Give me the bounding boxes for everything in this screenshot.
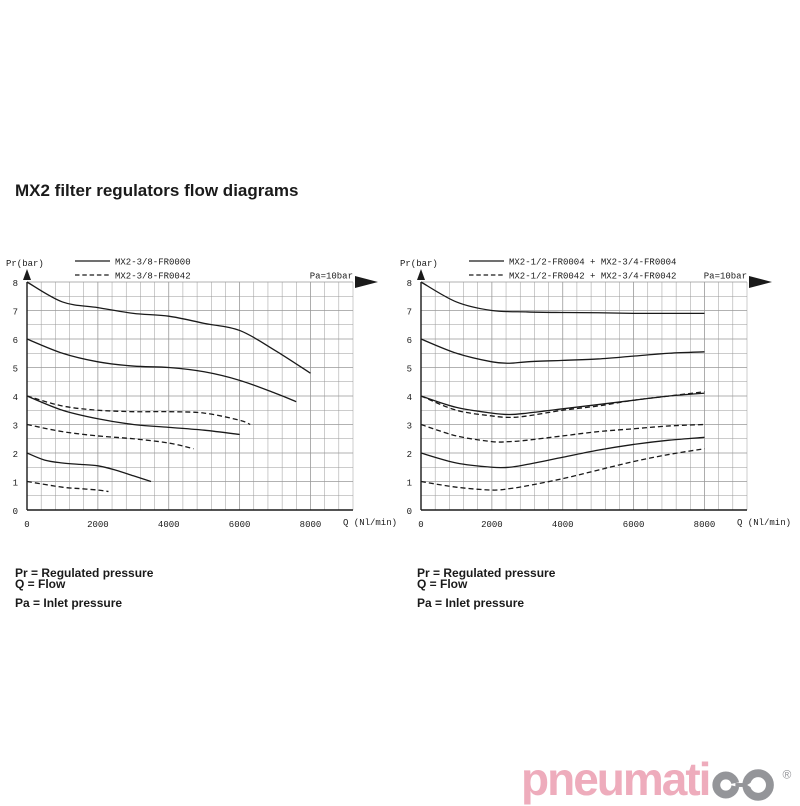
- svg-text:Pr(bar): Pr(bar): [6, 259, 44, 269]
- svg-text:8000: 8000: [300, 520, 322, 530]
- svg-text:8: 8: [13, 279, 18, 289]
- svg-text:0: 0: [407, 507, 412, 517]
- svg-text:2000: 2000: [481, 520, 503, 530]
- svg-text:2: 2: [13, 450, 18, 460]
- svg-text:Q (Nl/min): Q (Nl/min): [737, 518, 791, 528]
- svg-text:MX2-3/8-FR0042: MX2-3/8-FR0042: [115, 272, 191, 282]
- svg-text:8: 8: [407, 279, 412, 289]
- svg-text:3: 3: [407, 422, 412, 432]
- svg-text:0: 0: [418, 520, 423, 530]
- svg-text:4: 4: [407, 393, 412, 403]
- svg-text:4: 4: [13, 393, 18, 403]
- svg-text:5: 5: [407, 365, 412, 375]
- svg-text:3: 3: [13, 422, 18, 432]
- svg-text:Pa=10bar: Pa=10bar: [704, 272, 747, 282]
- svg-text:Pr(bar): Pr(bar): [400, 259, 438, 269]
- svg-text:0: 0: [24, 520, 29, 530]
- svg-text:6000: 6000: [229, 520, 251, 530]
- svg-text:1: 1: [13, 479, 18, 489]
- svg-text:4000: 4000: [552, 520, 574, 530]
- svg-text:MX2-3/8-FR0000: MX2-3/8-FR0000: [115, 258, 191, 268]
- svg-text:6000: 6000: [623, 520, 645, 530]
- svg-text:MX2-1/2-FR0042 + MX2-3/4-FR004: MX2-1/2-FR0042 + MX2-3/4-FR0042: [509, 272, 676, 282]
- svg-text:2: 2: [407, 450, 412, 460]
- svg-text:4000: 4000: [158, 520, 180, 530]
- svg-text:0: 0: [13, 507, 18, 517]
- svg-text:5: 5: [13, 365, 18, 375]
- svg-text:Pa=10bar: Pa=10bar: [310, 272, 353, 282]
- svg-text:MX2-1/2-FR0004 + MX2-3/4-FR000: MX2-1/2-FR0004 + MX2-3/4-FR0004: [509, 258, 676, 268]
- svg-text:7: 7: [407, 308, 412, 318]
- svg-text:8000: 8000: [694, 520, 716, 530]
- svg-text:6: 6: [407, 336, 412, 346]
- svg-text:7: 7: [13, 308, 18, 318]
- svg-text:2000: 2000: [87, 520, 109, 530]
- svg-text:6: 6: [13, 336, 18, 346]
- svg-text:1: 1: [407, 479, 412, 489]
